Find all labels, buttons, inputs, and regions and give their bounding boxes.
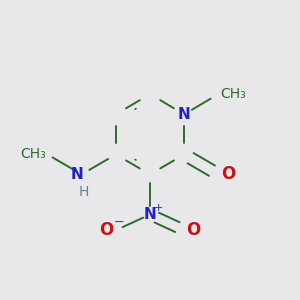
Text: −: − [114, 215, 124, 228]
Text: N: N [70, 167, 83, 182]
Text: O: O [187, 221, 201, 239]
Text: O: O [99, 221, 113, 239]
Text: N: N [144, 207, 156, 222]
Text: CH₃: CH₃ [20, 148, 46, 161]
Text: H: H [79, 185, 89, 199]
Text: O: O [221, 165, 235, 183]
Text: +: + [153, 203, 163, 213]
Text: N: N [178, 107, 190, 122]
Text: CH₃: CH₃ [220, 87, 246, 101]
